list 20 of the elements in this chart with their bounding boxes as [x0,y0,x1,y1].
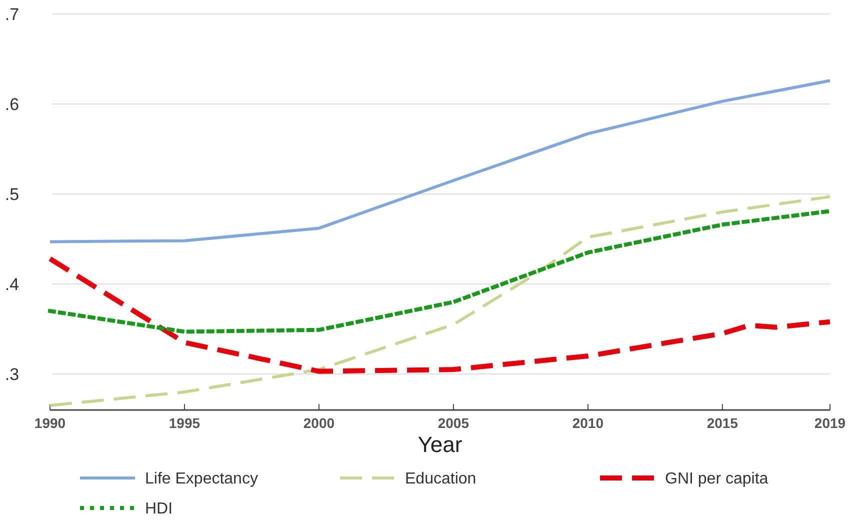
legend-label: GNI per capita [665,470,768,488]
x-tick-label: 2010 [572,415,604,431]
y-tick-label: .4 [4,274,20,294]
x-tick-label: 2015 [706,415,738,431]
legend-label: Life Expectancy [145,470,258,488]
line-series [48,195,832,407]
y-tick-label: .5 [4,184,20,204]
line-series [48,79,832,244]
x-tick-label: 2019 [814,415,846,431]
legend-label: HDI [145,500,173,518]
legend-label: Education [405,470,476,488]
x-axis-title: Year [418,432,462,457]
y-tick-label: .6 [4,94,20,114]
y-tick-label: .3 [4,364,20,384]
x-tick-label: 2005 [438,415,470,431]
x-tick-label: 1990 [34,415,66,431]
x-tick-label: 1995 [168,415,200,431]
x-tick-label: 2000 [303,415,335,431]
line-series [48,209,832,334]
y-tick-label: .7 [4,4,20,24]
